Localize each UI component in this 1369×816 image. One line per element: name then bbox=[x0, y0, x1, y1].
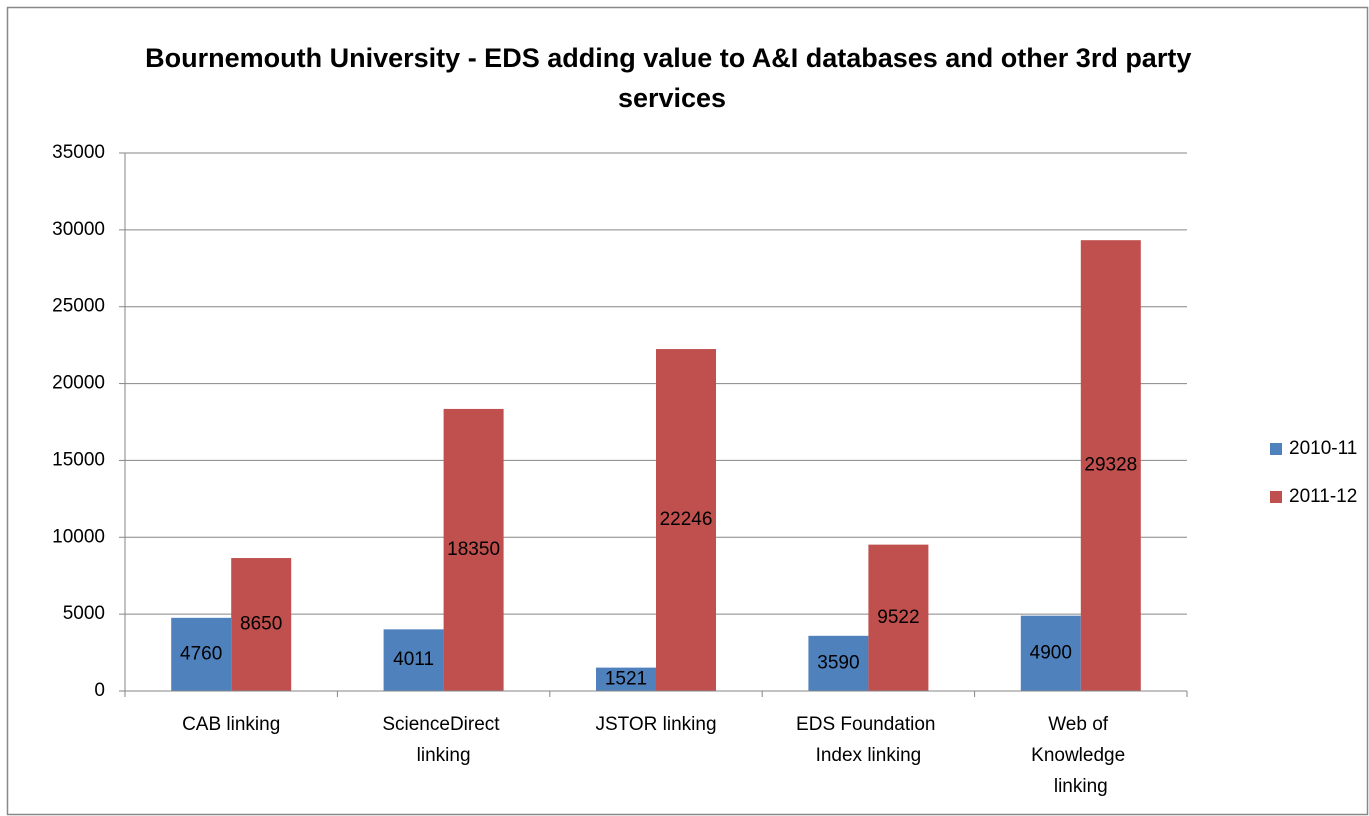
bar bbox=[1020, 615, 1081, 691]
bar bbox=[383, 629, 444, 691]
bar bbox=[443, 408, 504, 691]
data-label: 4011 bbox=[393, 649, 434, 670]
data-label: 1521 bbox=[605, 668, 647, 689]
bar bbox=[171, 617, 232, 691]
bar bbox=[1080, 240, 1141, 691]
y-tick-label: 20000 bbox=[52, 373, 105, 394]
legend-swatch bbox=[1270, 491, 1282, 503]
data-label: 4760 bbox=[180, 643, 222, 664]
y-tick-label: 5000 bbox=[63, 603, 105, 624]
bar bbox=[656, 349, 716, 691]
data-label: 3590 bbox=[817, 652, 859, 673]
bar bbox=[808, 635, 869, 691]
legend-label: 2011-12 bbox=[1289, 486, 1357, 507]
bar bbox=[596, 667, 656, 691]
legend-label: 2010-11 bbox=[1289, 438, 1357, 459]
y-tick-label: 30000 bbox=[52, 219, 105, 240]
data-label: 9522 bbox=[877, 607, 919, 628]
y-tick-label: 15000 bbox=[52, 449, 105, 470]
x-tick-label: EDS Foundation Index linking bbox=[796, 714, 941, 766]
y-tick-label: 0 bbox=[94, 680, 105, 701]
data-label: 22246 bbox=[660, 509, 713, 530]
chart-title: Bournemouth University - EDS adding valu… bbox=[145, 43, 1199, 113]
x-tick-label: JSTOR linking bbox=[595, 714, 716, 735]
x-tick-label: ScienceDirect linking bbox=[382, 714, 505, 766]
data-label: 8650 bbox=[240, 614, 282, 635]
x-tick-label: Web of Knowledge linking bbox=[1031, 714, 1130, 797]
y-tick-label: 25000 bbox=[52, 296, 105, 317]
y-tick-label: 35000 bbox=[52, 142, 105, 163]
bar bbox=[868, 544, 929, 691]
data-label: 29328 bbox=[1084, 455, 1137, 476]
data-label: 18350 bbox=[447, 539, 500, 560]
y-tick-label: 10000 bbox=[52, 526, 105, 547]
x-tick-label: CAB linking bbox=[182, 714, 280, 735]
bar bbox=[231, 558, 292, 691]
data-label: 4900 bbox=[1030, 642, 1072, 663]
legend-swatch bbox=[1270, 443, 1282, 455]
